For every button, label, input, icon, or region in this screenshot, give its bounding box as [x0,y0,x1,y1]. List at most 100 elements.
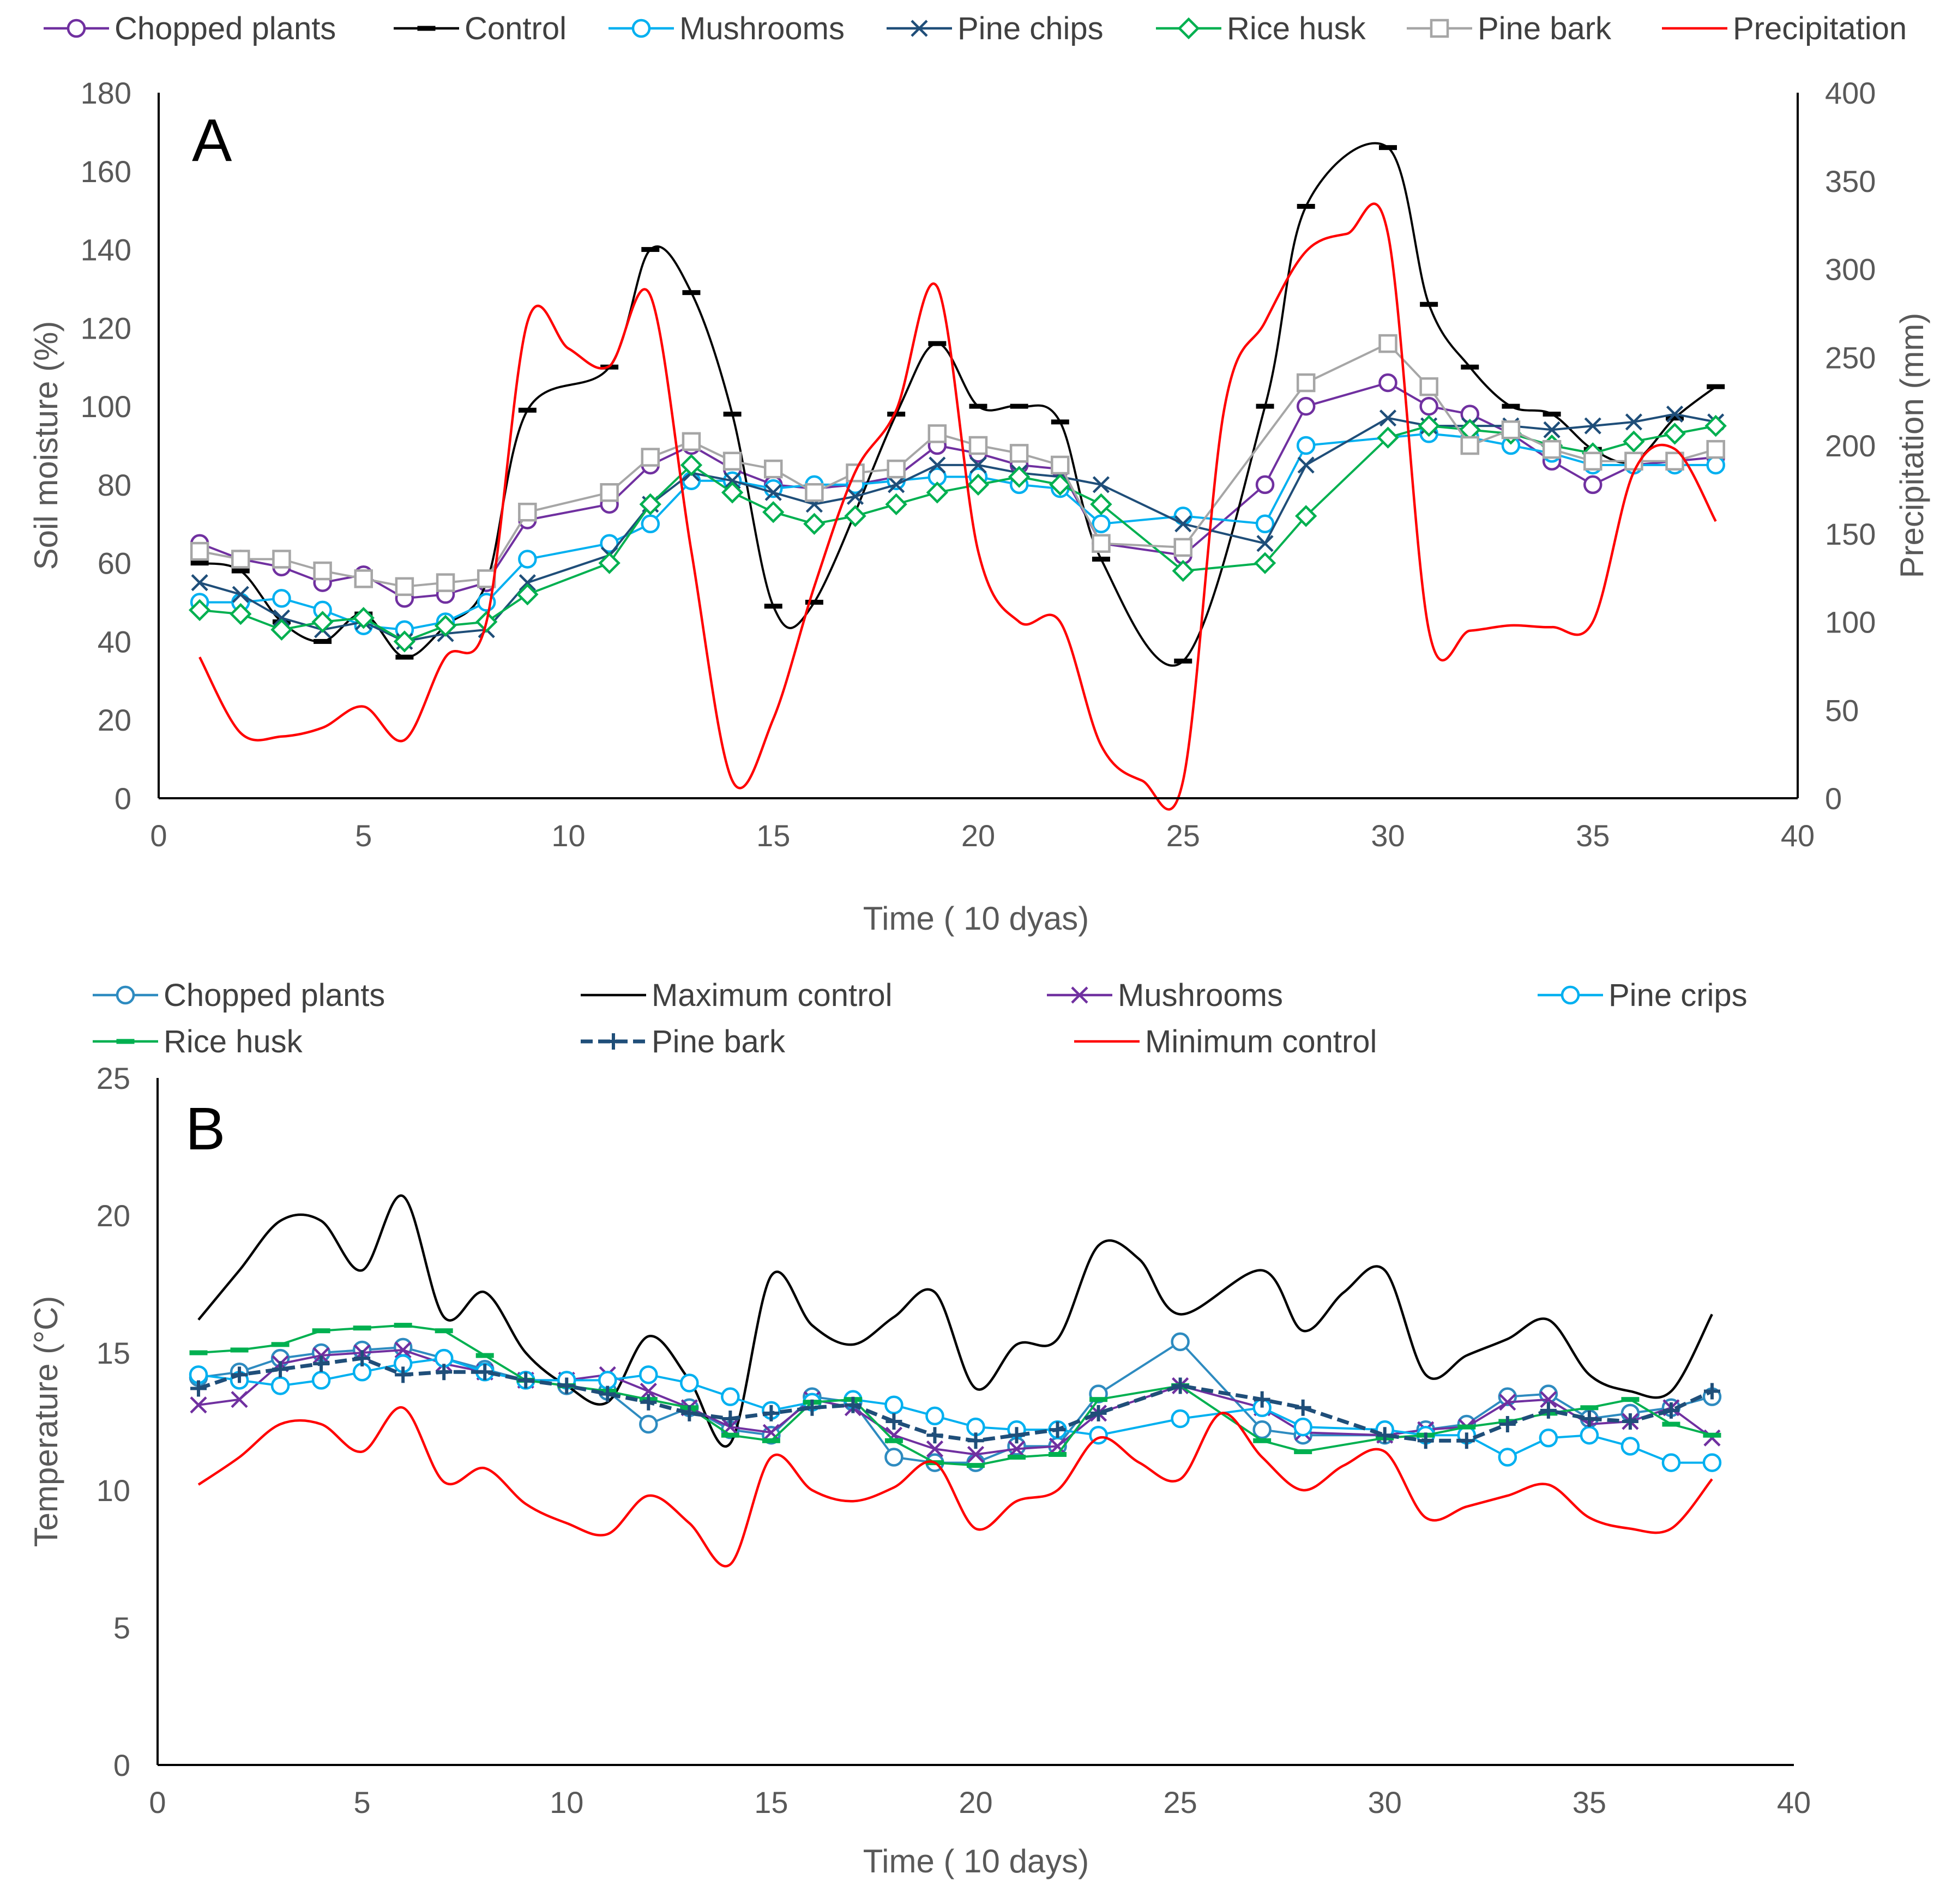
chart-b-point-mushrooms [394,1341,412,1359]
chart-b-legend-item-rice-husk: Rice husk [93,1024,303,1059]
chart-a-point-control [1379,145,1397,150]
chart-b-point-chopped-plants [639,1414,658,1434]
chart-a-point-pine-bark [477,569,496,588]
chart-a-point-rice-husk [1377,426,1399,449]
chart-a-point-pine-bark [600,483,619,502]
chart-a-y2-tick-label: 100 [1825,605,1876,640]
chart-b-point-pine-crips [1620,1437,1640,1456]
chart-b-point-chopped-plants [1171,1332,1190,1352]
chart-a-point-rice-husk [516,583,539,606]
chart-a-point-rice-husk [926,481,949,504]
chart-b-point-pine-bark [395,1366,412,1383]
chart-a-point-control [1666,415,1684,421]
chart-b-point-chopped-plants [1498,1387,1517,1406]
chart-a-point-pine-chips [191,574,208,592]
chart-a-y2-tick-label: 300 [1825,252,1876,287]
chart-a-point-rice-husk [1664,423,1686,445]
chart-a-y-tick-label: 60 [98,546,131,581]
chart-b-point-pine-crips [1171,1409,1190,1429]
chart-b-x-tick-label: 0 [149,1785,166,1819]
chart-b-point-rice-husk [1008,1455,1026,1460]
chart-b-point-rice-husk [1253,1438,1272,1443]
chart-b-point-mushrooms [190,1396,207,1414]
chart-a-point-pine-bark [968,436,988,455]
chart-a-x-tick-label: 35 [1576,818,1610,853]
chart-b-point-mushrooms [967,1445,985,1463]
chart-b-point-pine-crips [270,1376,290,1395]
chart-a-point-pine-bark [1419,377,1438,396]
chart-a-point-pine-bark [1051,455,1070,475]
chart-a-point-pine-bark [518,502,537,522]
chart-b-point-rice-husk [1089,1397,1108,1402]
chart-b-point-rice-husk [1621,1397,1640,1402]
chart-a-point-pine-bark [805,483,824,502]
chart-a-point-control [764,604,782,609]
chart-b-point-chopped-plants [1252,1420,1272,1439]
chart-a-point-control [1543,411,1561,417]
chart-b-legend-marker [605,1033,622,1050]
chart-a-point-rice-husk [1418,414,1440,437]
chart-a-point-pine-bark [641,448,660,467]
chart-a-point-pine-bark [436,573,455,592]
chart-a-point-control [969,403,987,409]
chart-b-point-rice-husk [884,1438,903,1443]
chart-b-y-axis-title: Temperature (°C) [28,1296,64,1547]
chart-a-y-tick-label: 160 [81,154,131,189]
chart-a-x-tick-label: 30 [1371,818,1405,853]
chart-a-point-control [1010,403,1028,409]
chart-a-y-tick-label: 80 [98,468,131,502]
chart-b: Chopped plants Maximum control Mushrooms Pi… [28,978,1811,1879]
chart-a-legend-item-pine-bark: Pine bark [1407,11,1612,46]
chart-a-legend-label: Chopped plants [115,11,336,46]
chart-a-point-pine-bark [1542,439,1562,459]
chart-b-legend-item-mushrooms: Mushrooms [1047,978,1283,1013]
chart-b-point-pine-bark [1458,1432,1475,1449]
chart-a-point-pine-bark [846,463,865,483]
chart-b-point-mushrooms [312,1347,330,1364]
chart-a-point-pine-bark [1173,538,1192,557]
chart-a-series-precipitation [198,202,1717,811]
chart-a-point-pine-chips [1092,476,1110,493]
chart-a-point-control [1502,403,1520,409]
chart-a-series-pine-bark [190,334,1725,596]
chart-b-point-mushrooms [762,1424,780,1441]
chart-b-line-minimum-control [197,1406,1713,1568]
chart-a-point-pine-bark [1009,444,1029,463]
chart-a: Chopped plants Control Mushrooms Pine chips… [28,11,1930,937]
chart-b-point-pine-bark [804,1399,821,1416]
chart-b-point-pine-crips [1702,1453,1722,1472]
chart-a-point-rice-husk [844,505,866,527]
chart-a-legend-item-pine-chips: Pine chips [887,11,1104,46]
chart-b-point-pine-bark [190,1380,207,1397]
chart-b-series-minimum-control [197,1406,1713,1568]
chart-a-y-axis-title: Soil moisture (%) [28,321,64,570]
chart-b-point-pine-crips [1661,1453,1681,1472]
chart-a-point-control [1256,403,1274,409]
chart-a-point-control [1092,556,1110,562]
chart-b-y-tick-label: 10 [97,1473,130,1508]
chart-a-point-pine-chips [1584,417,1601,435]
chart-b-point-pine-bark [1662,1402,1679,1419]
chart-a-point-mushrooms [641,514,660,534]
chart-a-point-mushrooms [518,550,537,569]
chart-b-legend-label: Rice husk [164,1024,303,1059]
chart-b-point-pine-bark [681,1405,698,1421]
chart-b-legend-marker [1071,986,1088,1004]
chart-b-point-pine-bark [558,1377,575,1394]
chart-a-line-chopped-plants [199,382,1716,600]
chart-a-point-pine-bark [1296,373,1316,393]
chart-a-point-pine-bark [1583,451,1602,471]
chart-a-point-pine-bark [1378,334,1397,353]
chart-a-point-pine-bark [1460,436,1480,455]
chart-a-point-pine-bark [231,550,250,569]
chart-b-point-pine-bark [599,1385,616,1402]
chart-a-point-pine-bark [190,541,209,561]
chart-b-legend-label: Chopped plants [164,978,385,1013]
chart-a-point-rice-husk [803,513,826,535]
chart-b-point-rice-husk [394,1323,412,1328]
chart-b-point-pine-bark [477,1364,493,1381]
chart-b-point-rice-husk [1049,1451,1067,1457]
chart-b-point-pine-bark [1090,1405,1107,1421]
chart-a-point-mushrooms [1706,455,1725,475]
chart-a-point-rice-husk [1049,473,1071,496]
